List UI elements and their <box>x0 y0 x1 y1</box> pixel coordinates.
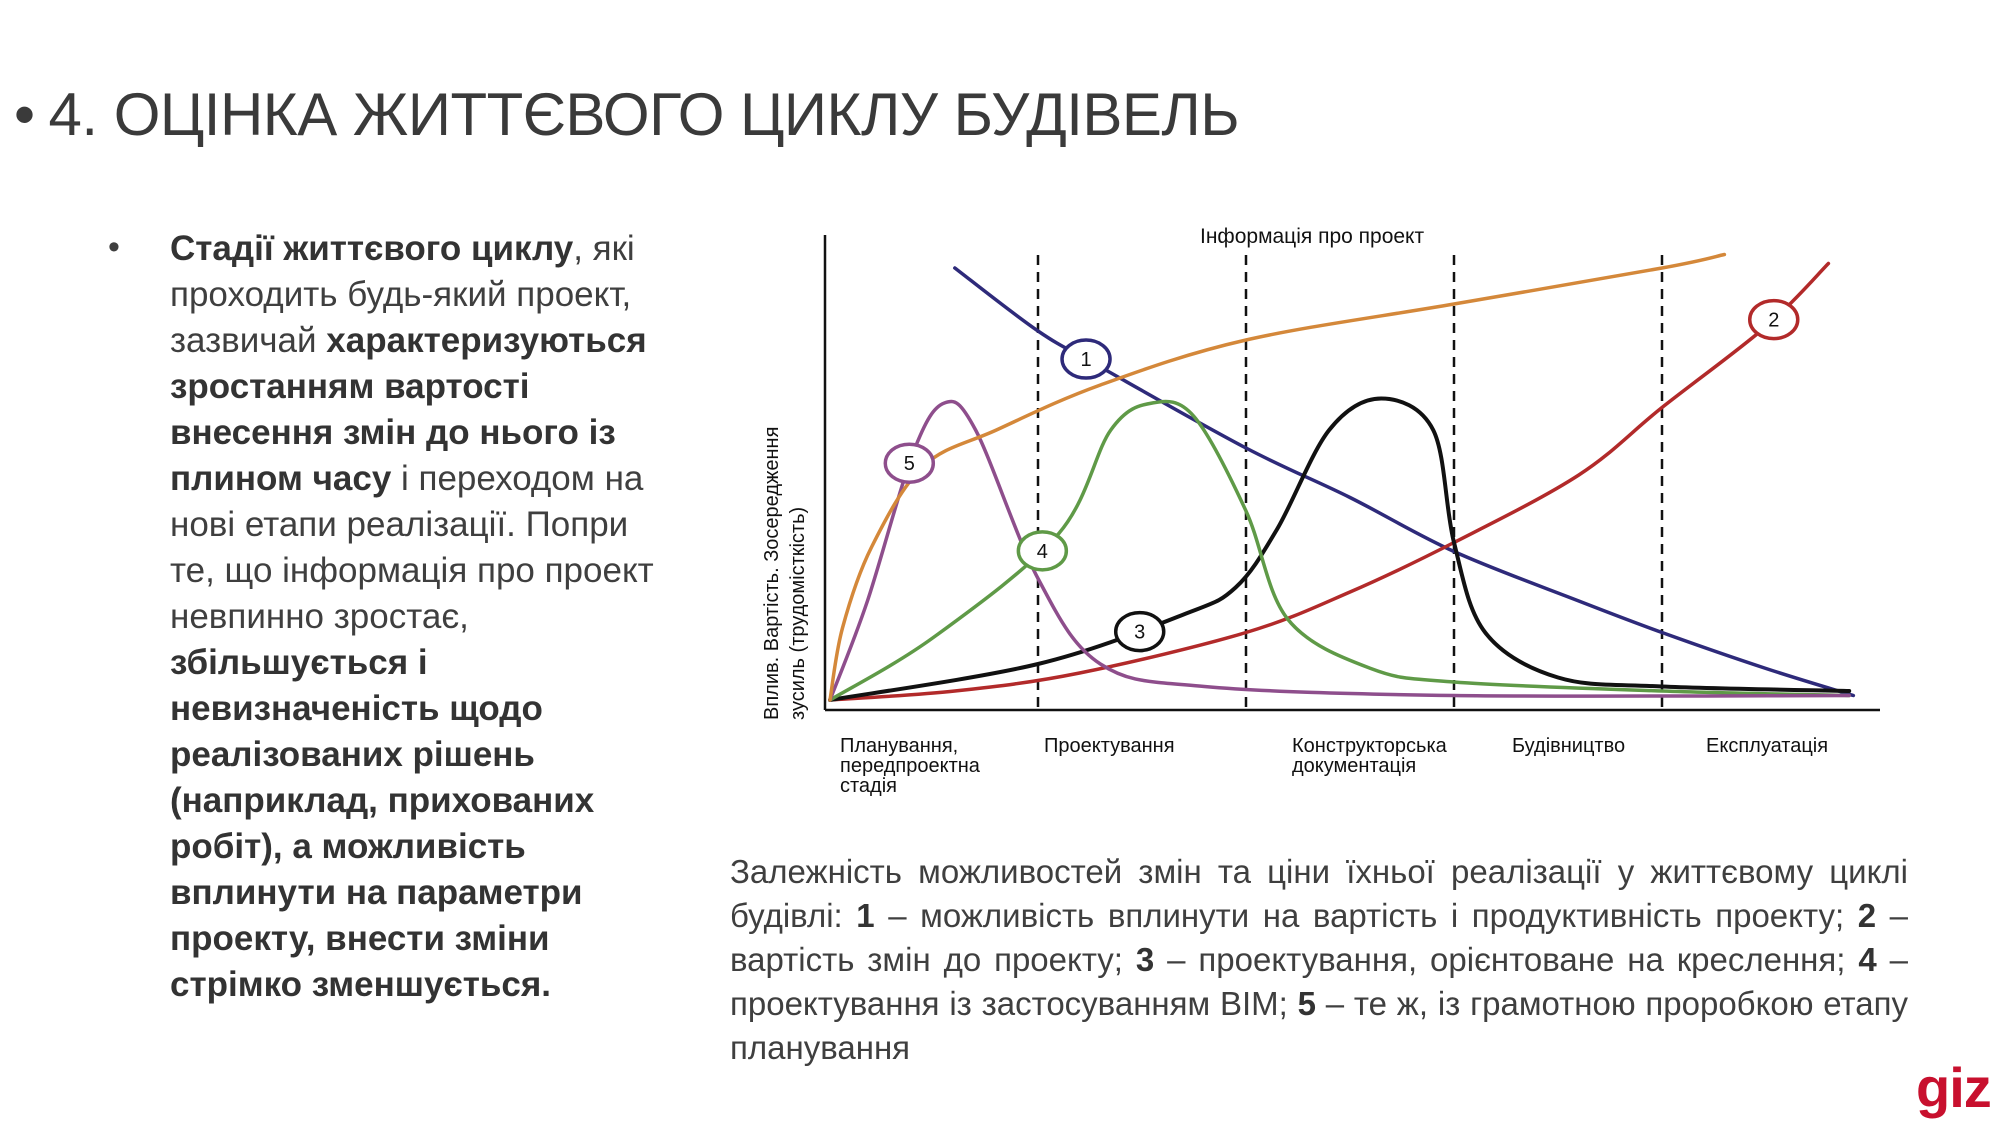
curve-marker-circle <box>1748 298 1800 341</box>
figure-caption: Залежність можливостей змін та ціни їхнь… <box>730 850 1908 1070</box>
curve-marker-5: 5 <box>883 442 936 484</box>
title-bullet: • <box>14 81 35 148</box>
series-line-2 <box>828 261 1831 702</box>
curve-marker-label: 5 <box>904 453 915 475</box>
caption-segment: Залежність можливостей змін та ціни їхнь… <box>730 853 1908 934</box>
caption-segment: – проектування, орієнтоване на креслення… <box>1154 941 1859 978</box>
curve-marker-label: 4 <box>1037 541 1048 563</box>
caption-segment: 3 <box>1135 941 1155 978</box>
stage-label: документація <box>1292 755 1416 777</box>
curve-marker-3: 3 <box>1113 610 1166 653</box>
body-segment: збільшується і невизначеність щодо реалі… <box>170 643 595 1004</box>
curve-marker-2: 2 <box>1748 298 1800 341</box>
stage-label: Експлуатація <box>1706 735 1828 757</box>
chart-svg: 1 2 3 4 5 Інформація про проект Вплив. Варті… <box>761 225 1880 797</box>
curve-marker-1: 1 <box>1060 338 1112 380</box>
stage-label: Будівництво <box>1512 735 1625 757</box>
curve-marker-circle <box>1016 530 1069 572</box>
caption-segment: 5 <box>1297 985 1316 1022</box>
body-paragraph: Стадії життєвого циклу, які проходить бу… <box>170 226 670 1008</box>
caption-segment: 4 <box>1858 941 1877 978</box>
curve-marker-4: 4 <box>1016 530 1069 572</box>
caption-segment: – можливість вплинути на вартість і прод… <box>874 897 1858 934</box>
stage-label: Планування, <box>840 735 958 757</box>
body-bullet: • <box>108 228 120 266</box>
curve-marker-label: 1 <box>1080 349 1091 371</box>
curve-marker-label: 2 <box>1768 310 1779 332</box>
slide-title: • 4. ОЦІНКА ЖИТТЄВОГО ЦИКЛУ БУДІВЕЛЬ <box>14 80 1240 149</box>
body-segment: і переходом на нові етапи реалізації. По… <box>170 459 654 636</box>
body-segment: Стадії життєвого циклу <box>170 229 574 268</box>
caption-segment: 1 <box>856 897 875 934</box>
stage-label: передпроектна <box>840 755 981 777</box>
info-label: Інформація про проект <box>1200 225 1424 248</box>
caption-segment: – проектування із застосуванням BIM; <box>730 941 1908 1022</box>
stage-labels: Планування, передпроектна стадія Проекту… <box>840 735 1828 797</box>
series-line-5 <box>828 399 1851 702</box>
y-axis-label-line1: Вплив. Вартість. Зосередження <box>761 427 783 720</box>
body-segment: , які проходить будь-який проект, зазвич… <box>170 229 635 360</box>
giz-logo: giz <box>1916 1056 1992 1119</box>
title-text: 4. ОЦІНКА ЖИТТЄВОГО ЦИКЛУ БУДІВЕЛЬ <box>48 81 1240 148</box>
body-segment: характеризуються зростанням вартості вне… <box>170 321 647 498</box>
stage-label: Проектування <box>1044 735 1175 757</box>
stage-label: стадія <box>840 775 897 797</box>
curve-marker-label: 3 <box>1134 622 1145 644</box>
curve-markers: 1 2 3 4 5 <box>883 298 1800 653</box>
stage-label: Конструкторська <box>1292 735 1448 757</box>
curve-marker-circle <box>1113 610 1166 653</box>
curve-marker-circle <box>883 442 936 484</box>
chart-series <box>828 252 1856 702</box>
y-axis-label-line2: зусиль (трудомісткість) <box>787 507 809 720</box>
series-line-information <box>828 252 1727 702</box>
chart-axes <box>823 235 1880 712</box>
caption-segment: – вартість змін до проекту; <box>730 897 1908 978</box>
lifecycle-chart: 1 2 3 4 5 Інформація про проект Вплив. Варті… <box>740 220 1900 820</box>
curve-marker-circle <box>1060 338 1112 380</box>
caption-segment: 2 <box>1857 897 1877 934</box>
caption-segment: – те ж, із грамотною проробкою етапу пла… <box>730 985 1909 1066</box>
